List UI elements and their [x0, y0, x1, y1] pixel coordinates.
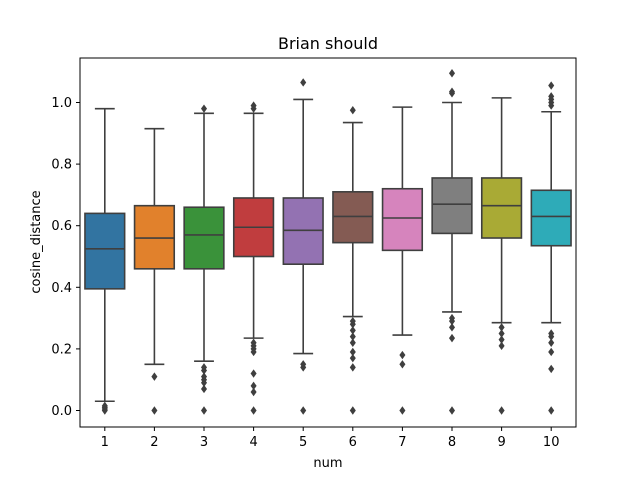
- box-10: [530, 189, 572, 247]
- outlier-4-7: [250, 338, 257, 347]
- outlier-1-3: [101, 401, 108, 411]
- x-tick-label-7: 7: [398, 435, 406, 450]
- box-group-10: [530, 81, 572, 415]
- outlier-5-3: [300, 78, 307, 87]
- outlier-6-6: [349, 326, 356, 335]
- outlier-2-0: [151, 406, 158, 415]
- chart-title: Brian should: [278, 34, 378, 53]
- outlier-3-0: [200, 406, 208, 415]
- outlier-4-3: [250, 369, 257, 378]
- outlier-7-1: [399, 360, 406, 369]
- outlier-6-9: [349, 106, 356, 115]
- box-group-9: [480, 97, 523, 415]
- outlier-5-2: [300, 360, 307, 369]
- x-tick-label-9: 9: [497, 435, 505, 450]
- outlier-3-7: [200, 104, 208, 113]
- outlier-8-1: [448, 333, 456, 343]
- outlier-6-5: [349, 332, 356, 341]
- box-group-8: [431, 69, 473, 415]
- outlier-3-6: [200, 363, 208, 372]
- outlier-4-0: [250, 406, 257, 415]
- x-tick-label-8: 8: [448, 435, 456, 450]
- y-tick-label-2: 0.4: [51, 281, 72, 296]
- x-tick-label-3: 3: [200, 435, 208, 450]
- box-group-2: [133, 127, 176, 415]
- x-axis-label: num: [313, 456, 342, 471]
- y-tick-label-0: 0.0: [51, 404, 72, 419]
- x-tick-label-5: 5: [299, 435, 307, 450]
- box-1: [84, 212, 126, 290]
- outlier-6-0: [349, 406, 356, 415]
- outlier-10-0: [548, 406, 555, 415]
- box-9: [480, 177, 523, 239]
- outlier-9-0: [498, 406, 505, 415]
- outlier-2-1: [151, 372, 158, 381]
- box-group-6: [332, 106, 374, 415]
- outlier-10-1: [548, 364, 555, 374]
- outlier-9-3: [498, 329, 505, 338]
- outlier-8-7: [448, 69, 456, 78]
- boxes-layer: [84, 69, 572, 415]
- x-tick-label-6: 6: [349, 435, 357, 450]
- outlier-8-0: [448, 406, 456, 415]
- outlier-6-3: [349, 347, 356, 357]
- outlier-7-2: [399, 350, 406, 360]
- box-7: [381, 187, 424, 252]
- outlier-10-10: [548, 81, 555, 90]
- y-tick-label-5: 1.0: [51, 96, 72, 111]
- y-tick-label-1: 0.2: [51, 342, 72, 357]
- box-group-4: [232, 101, 275, 415]
- outlier-7-0: [399, 406, 406, 415]
- outlier-9-1: [498, 341, 505, 351]
- outlier-5-0: [300, 406, 307, 415]
- outlier-6-8: [349, 316, 356, 326]
- outlier-8-2: [448, 323, 456, 332]
- outlier-6-2: [349, 353, 356, 363]
- x-tick-label-4: 4: [249, 435, 257, 450]
- box-8: [431, 177, 473, 235]
- outlier-3-1: [200, 384, 208, 394]
- outlier-10-3: [548, 338, 555, 347]
- outlier-10-9: [548, 92, 555, 101]
- x-tick-label-2: 2: [150, 435, 158, 450]
- outlier-4-1: [250, 387, 257, 397]
- axes-layer: 0.0 0.2 0.4 0.6 0.8 1.0 1 2 3 4 5 6 7 8 9 10: [51, 57, 577, 450]
- outlier-6-1: [349, 363, 356, 372]
- y-tick-label-4: 0.8: [51, 158, 72, 173]
- outlier-8-6: [448, 87, 456, 96]
- outlier-8-4: [448, 313, 456, 323]
- box-group-1: [84, 107, 126, 415]
- box-group-7: [381, 106, 424, 415]
- box-group-5: [282, 78, 324, 415]
- x-tick-label-10: 10: [543, 435, 560, 450]
- y-tick-label-3: 0.6: [51, 219, 72, 234]
- box-group-3: [183, 104, 225, 415]
- outlier-9-4: [498, 323, 505, 332]
- plot-frame: [79, 57, 577, 428]
- outlier-10-5: [548, 329, 555, 338]
- outlier-6-4: [349, 338, 356, 347]
- outlier-10-2: [548, 347, 555, 357]
- x-tick-label-1: 1: [101, 435, 109, 450]
- outlier-4-9: [250, 101, 257, 110]
- box-3: [183, 206, 225, 270]
- outlier-9-2: [498, 335, 505, 344]
- outlier-4-2: [250, 381, 257, 391]
- outlier-3-4: [200, 372, 208, 381]
- y-axis-label: cosine_distance: [29, 190, 44, 293]
